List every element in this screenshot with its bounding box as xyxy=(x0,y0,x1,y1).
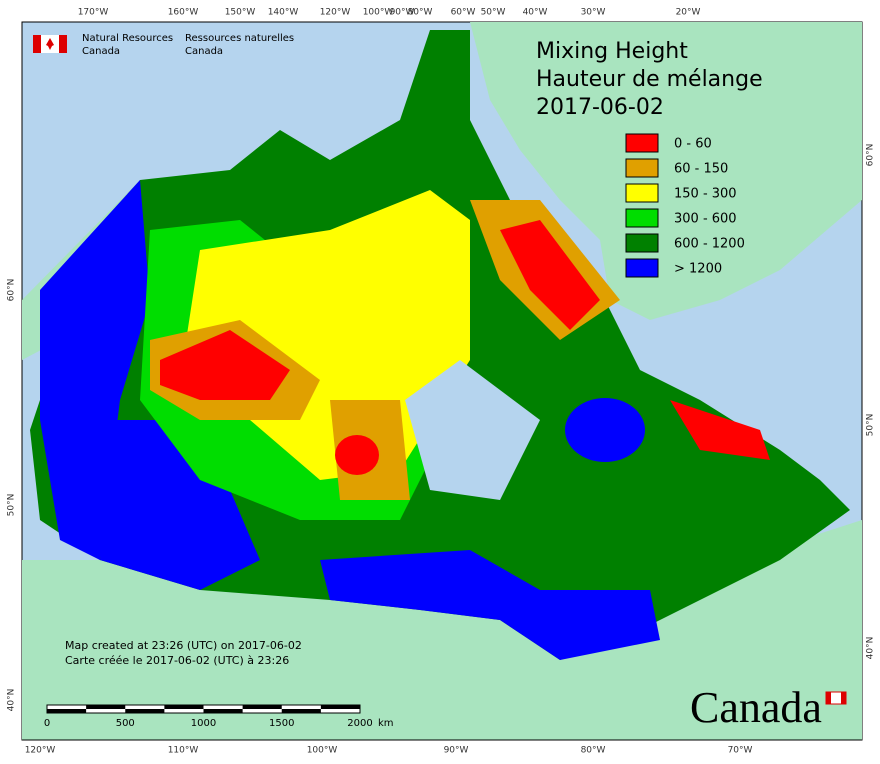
lon-label: 20°W xyxy=(676,8,701,18)
lon-label: 80°W xyxy=(581,746,606,756)
zone-0-60-d xyxy=(670,400,770,460)
lat-label: 50°N xyxy=(7,494,17,517)
scale-segment xyxy=(86,705,126,709)
lon-label: 40°W xyxy=(523,8,548,18)
flag-bar xyxy=(33,35,41,53)
scale-label: 0 xyxy=(44,718,50,729)
title: 2017-06-02 xyxy=(536,95,664,120)
lon-label: 90°W xyxy=(390,8,415,18)
flag-bar xyxy=(826,692,831,704)
agency-fr: Canada xyxy=(185,46,223,57)
lon-label: 30°W xyxy=(581,8,606,18)
flag-bar xyxy=(841,692,846,704)
lon-label: 90°W xyxy=(444,746,469,756)
legend-swatch xyxy=(625,183,659,203)
scale-label: 1500 xyxy=(269,718,294,729)
title: Mixing Height xyxy=(536,39,688,64)
legend-label: 0 - 60 xyxy=(674,137,712,152)
lat-label: 60°N xyxy=(866,144,876,167)
title: Hauteur de mélange xyxy=(536,67,763,92)
zone-0-60-a xyxy=(160,330,290,400)
lon-label: 110°W xyxy=(168,746,199,756)
scale-label: 500 xyxy=(116,718,135,729)
maple-leaf xyxy=(46,38,54,50)
lon-label: 140°W xyxy=(268,8,299,18)
lon-label: 70°W xyxy=(728,746,753,756)
legend-label: 60 - 150 xyxy=(674,162,728,177)
lon-label: 170°W xyxy=(78,8,109,18)
lon-label: 80°W xyxy=(408,8,433,18)
legend-label: 300 - 600 xyxy=(674,212,737,227)
scale-label: 2000 xyxy=(347,718,372,729)
greenland xyxy=(470,22,862,320)
legend-label: 600 - 1200 xyxy=(674,237,745,252)
legend-label: 150 - 300 xyxy=(674,187,737,202)
lon-label: 60°W xyxy=(451,8,476,18)
flag-bar xyxy=(59,35,67,53)
lon-label: 120°W xyxy=(25,746,56,756)
lat-label: 60°N xyxy=(7,279,17,302)
lon-label: 160°W xyxy=(168,8,199,18)
lon-label: 50°W xyxy=(481,8,506,18)
zone-blue-quebec xyxy=(565,398,645,462)
legend-label: > 1200 xyxy=(674,262,722,277)
scale-label: 1000 xyxy=(191,718,216,729)
zone-0-60-c xyxy=(500,220,600,330)
scale-segment xyxy=(320,705,360,709)
note: Map created at 23:26 (UTC) on 2017-06-02 xyxy=(65,639,302,652)
agency-fr: Ressources naturelles xyxy=(185,33,294,44)
agency-en: Canada xyxy=(82,46,120,57)
lat-label: 40°N xyxy=(866,637,876,660)
scale-segment xyxy=(242,705,282,709)
lon-label: 100°W xyxy=(307,746,338,756)
zone-blue-bc xyxy=(100,420,260,590)
lon-label: 150°W xyxy=(225,8,256,18)
lon-label: 120°W xyxy=(320,8,351,18)
scale-segment xyxy=(203,709,243,713)
scale-segment xyxy=(125,709,165,713)
legend-swatch xyxy=(625,133,659,153)
zone-blue-south xyxy=(320,550,660,660)
scale-segment xyxy=(281,709,321,713)
scale-segment xyxy=(164,705,204,709)
lat-label: 50°N xyxy=(866,414,876,437)
usa xyxy=(22,520,862,740)
legend-swatch xyxy=(625,158,659,178)
lon-label: 100°W xyxy=(363,8,394,18)
hudson-bay xyxy=(405,360,540,500)
note: Carte créée le 2017-06-02 (UTC) à 23:26 xyxy=(65,654,289,667)
zone-blue-west xyxy=(40,180,150,560)
wordmark: Canada xyxy=(690,683,822,732)
agency-en: Natural Resources xyxy=(82,33,173,44)
scale-segment xyxy=(47,709,87,713)
lat-label: 40°N xyxy=(7,689,17,712)
legend-swatch xyxy=(625,208,659,228)
scale-unit: km xyxy=(378,718,394,729)
legend-swatch xyxy=(625,258,659,278)
legend-swatch xyxy=(625,233,659,253)
zone-0-60-b xyxy=(335,435,379,475)
